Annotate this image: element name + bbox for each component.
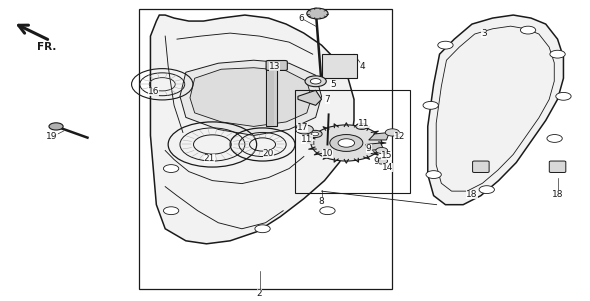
- Circle shape: [255, 225, 270, 233]
- Text: 6: 6: [298, 14, 304, 23]
- Circle shape: [312, 132, 319, 136]
- Polygon shape: [366, 143, 384, 150]
- Circle shape: [479, 186, 494, 194]
- Circle shape: [376, 158, 388, 164]
- Circle shape: [550, 50, 565, 58]
- Bar: [266, 66, 277, 126]
- Text: 10: 10: [322, 149, 333, 158]
- Circle shape: [520, 26, 536, 34]
- Circle shape: [356, 123, 368, 129]
- Circle shape: [320, 207, 335, 215]
- Circle shape: [426, 171, 441, 178]
- Polygon shape: [150, 15, 354, 244]
- Text: 18: 18: [466, 190, 478, 199]
- Circle shape: [49, 123, 63, 130]
- Circle shape: [308, 130, 322, 138]
- Circle shape: [547, 135, 562, 142]
- Text: 20: 20: [263, 149, 274, 158]
- Circle shape: [310, 79, 321, 84]
- Circle shape: [423, 101, 438, 109]
- Text: FR.: FR.: [37, 42, 56, 52]
- Bar: [322, 54, 357, 78]
- Polygon shape: [298, 90, 322, 105]
- Circle shape: [385, 129, 399, 136]
- Circle shape: [296, 125, 313, 134]
- Text: 2: 2: [257, 289, 263, 298]
- FancyBboxPatch shape: [266, 61, 287, 70]
- Circle shape: [438, 41, 453, 49]
- Bar: [139, 9, 392, 289]
- Circle shape: [307, 8, 328, 19]
- FancyBboxPatch shape: [549, 161, 566, 172]
- Text: 21: 21: [204, 154, 215, 163]
- Text: 4: 4: [360, 62, 366, 71]
- Text: 7: 7: [324, 95, 330, 104]
- Bar: [268, 66, 274, 126]
- Circle shape: [330, 135, 363, 151]
- Circle shape: [376, 147, 388, 154]
- Text: 9: 9: [366, 144, 372, 154]
- Bar: [295, 90, 410, 193]
- Circle shape: [338, 139, 355, 147]
- Polygon shape: [180, 60, 322, 135]
- Text: 16: 16: [148, 87, 159, 96]
- Text: 9: 9: [373, 157, 379, 166]
- Text: 15: 15: [381, 150, 392, 160]
- Circle shape: [305, 76, 326, 87]
- Polygon shape: [369, 132, 389, 140]
- Circle shape: [332, 138, 347, 145]
- Circle shape: [311, 125, 382, 161]
- Text: 17: 17: [297, 123, 309, 132]
- Circle shape: [359, 125, 365, 128]
- Polygon shape: [428, 15, 563, 205]
- Text: 3: 3: [481, 29, 487, 38]
- Circle shape: [556, 92, 571, 100]
- FancyBboxPatch shape: [473, 161, 489, 172]
- Polygon shape: [190, 68, 312, 126]
- Text: 18: 18: [552, 190, 563, 199]
- Circle shape: [163, 165, 179, 172]
- Text: 12: 12: [394, 132, 406, 141]
- Text: 5: 5: [330, 80, 336, 89]
- Text: 13: 13: [268, 62, 280, 71]
- Text: 14: 14: [382, 163, 394, 172]
- Circle shape: [163, 207, 179, 215]
- Text: 11: 11: [358, 119, 370, 128]
- Text: 19: 19: [46, 132, 58, 141]
- Text: 11: 11: [301, 135, 313, 144]
- Text: 8: 8: [319, 197, 324, 206]
